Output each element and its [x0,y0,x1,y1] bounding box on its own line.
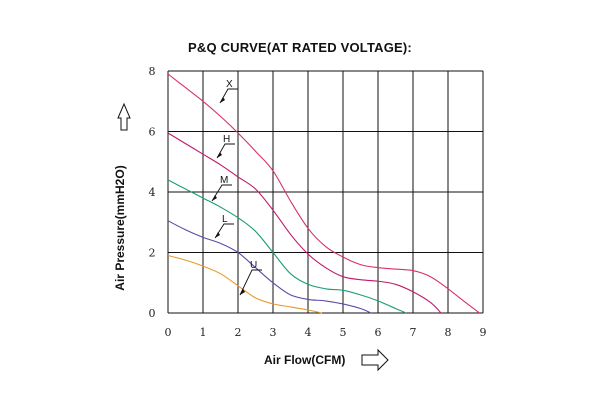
curve-label-u: U [250,260,257,271]
leader-arrow-icon [212,195,217,201]
x-tick-label: 1 [200,326,207,339]
x-tick-label: 2 [235,326,242,339]
curve-label-h: H [223,134,230,145]
x-tick-label: 3 [270,326,277,339]
y-tick-label: 8 [149,65,156,78]
y-tick-label: 2 [149,247,156,260]
curve-x [167,73,480,314]
y-tick-label: 0 [149,307,156,320]
curve-u [167,254,323,314]
y-tick-labels: 0 2 4 6 8 [149,65,156,320]
x-tick-label: 7 [410,326,417,339]
curve-h [167,132,442,314]
x-axis-label: Air Flow(CFM) [264,353,345,367]
y-tick-label: 4 [149,186,156,199]
x-tick-label: 9 [480,326,487,339]
leader-arrow-icon [217,152,222,158]
x-tick-labels: 0 1 2 3 4 5 6 7 8 9 [165,326,487,339]
x-tick-label: 8 [445,326,452,339]
leader-arrow-icon [220,97,225,103]
curve-l [167,220,372,314]
x-tick-label: 6 [375,326,382,339]
x-tick-label: 0 [165,326,172,339]
up-arrow-icon [117,102,131,131]
curve-label-leaders: X H M L U [211,79,262,296]
leader-arrow-icon [215,232,220,238]
curve-label-m: M [220,175,228,186]
leader-arrow-icon [240,289,245,295]
y-axis-label: Air Pressure(mmH2O) [113,165,127,290]
curve-label-x: X [226,79,233,90]
curves [167,73,480,314]
x-tick-label: 4 [305,326,312,339]
grid-lines [167,70,484,314]
curve-label-l: L [222,214,228,225]
right-arrow-icon [361,348,389,372]
chart-title: P&Q CURVE(AT RATED VOLTAGE): [188,40,412,55]
x-tick-label: 5 [340,326,347,339]
curve-m [167,179,407,314]
y-tick-label: 6 [149,126,156,139]
leader-line-u [239,269,262,296]
